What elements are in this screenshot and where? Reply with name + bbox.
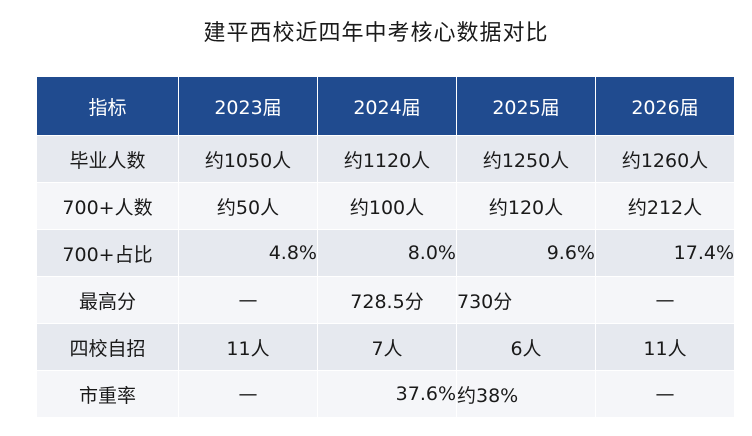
table-cell: 约120人 (456, 182, 596, 230)
header-2026: 2026届 (595, 76, 735, 136)
header-2024: 2024届 (317, 76, 457, 136)
table-cell: 6人 (456, 323, 596, 371)
table-row: 700+人数 约50人 约100人 约120人 约212人 (36, 182, 735, 230)
row-label: 700+占比 (36, 229, 179, 277)
row-label: 最高分 (36, 276, 179, 324)
table-cell: — (178, 370, 318, 418)
table-cell: 约100人 (317, 182, 457, 230)
row-label: 毕业人数 (36, 135, 179, 183)
table-cell: 约212人 (595, 182, 735, 230)
table-cell: 11人 (178, 323, 318, 371)
header-row: 指标 2023届 2024届 2025届 2026届 (36, 76, 735, 136)
table-cell: 约50人 (178, 182, 318, 230)
table-cell: — (595, 370, 735, 418)
table-cell: 17.4% (595, 229, 735, 277)
table-cell: 730分 (456, 276, 596, 324)
table-cell: 8.0% (317, 229, 457, 277)
table-cell: 9.6% (456, 229, 596, 277)
table-cell: 约1260人 (595, 135, 735, 183)
table-cell: — (595, 276, 735, 324)
page-title: 建平西校近四年中考核心数据对比 (203, 21, 549, 46)
table-cell: 11人 (595, 323, 735, 371)
header-2025: 2025届 (456, 76, 596, 136)
table-row: 市重率 — 37.6% 约38% — (36, 370, 735, 418)
table-cell: 约1050人 (178, 135, 318, 183)
table-row: 最高分 — 728.5分 730分 — (36, 276, 735, 324)
table-cell: — (178, 276, 318, 324)
table-cell: 4.8% (178, 229, 318, 277)
data-table: 指标 2023届 2024届 2025届 2026届 毕业人数 约1050人 约… (36, 76, 735, 418)
table-cell: 约1120人 (317, 135, 457, 183)
row-label: 四校自招 (36, 323, 179, 371)
table-cell: 728.5分 (317, 276, 457, 324)
row-label: 市重率 (36, 370, 179, 418)
table-row: 毕业人数 约1050人 约1120人 约1250人 约1260人 (36, 135, 735, 183)
table-cell: 37.6% (317, 370, 457, 418)
row-label: 700+人数 (36, 182, 179, 230)
table-cell: 约38% (456, 370, 596, 418)
table-row: 四校自招 11人 7人 6人 11人 (36, 323, 735, 371)
table-row: 700+占比 4.8% 8.0% 9.6% 17.4% (36, 229, 735, 277)
header-indicator: 指标 (36, 76, 179, 136)
table-cell: 约1250人 (456, 135, 596, 183)
header-2023: 2023届 (178, 76, 318, 136)
table-cell: 7人 (317, 323, 457, 371)
